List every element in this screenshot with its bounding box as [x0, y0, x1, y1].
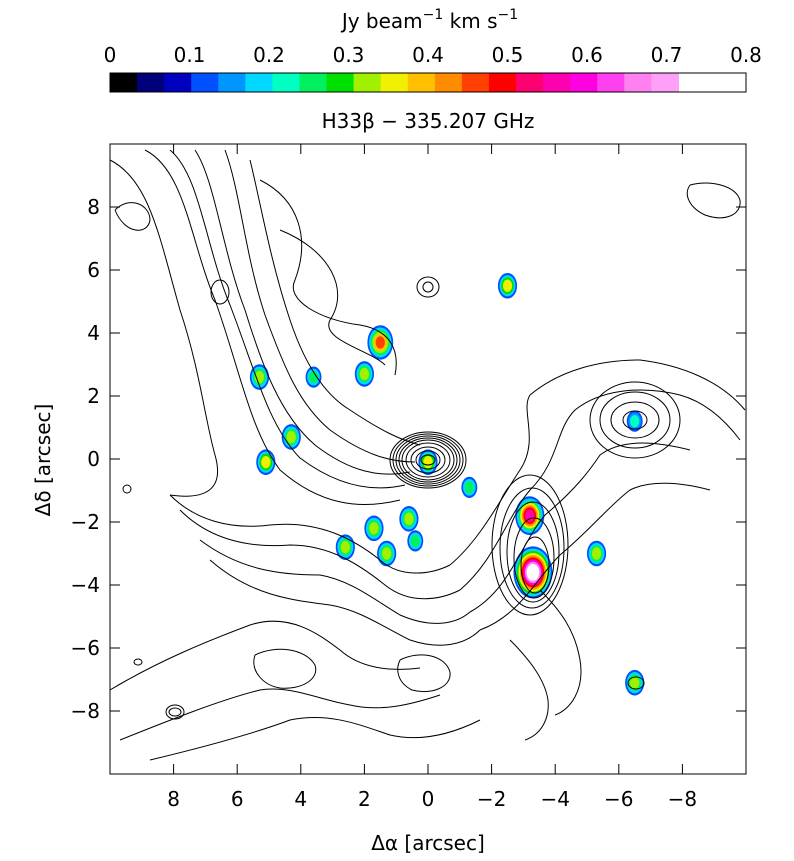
colorbar-swatch [407, 73, 436, 92]
colorbar-tick-label: 0.7 [651, 43, 683, 67]
colorbar-swatch [543, 73, 571, 92]
x-tick-label: −8 [668, 787, 697, 811]
x-axis-ticks: 8 6 4 2 0 −2 −4 −6 −8 [167, 144, 697, 811]
colorbar-swatch [218, 73, 246, 92]
colorbar-swatch [110, 73, 138, 92]
x-tick-label: 2 [358, 787, 371, 811]
emission-peak [261, 455, 271, 469]
colorbar-swatch [191, 73, 219, 92]
continuum-contours [109, 149, 746, 761]
x-tick-label: −4 [540, 787, 569, 811]
y-tick-label: 8 [87, 195, 100, 219]
emission-peak [308, 370, 319, 384]
colorbar-swatch [461, 73, 490, 92]
y-axis-ticks: 8 6 4 2 0 −2 −4 −6 −8 [71, 195, 746, 723]
colorbar-label: Jy beam−1 km s−1 [340, 7, 518, 33]
colorbar-swatch [624, 73, 652, 92]
colorbar-tick-label: 0.6 [571, 43, 603, 67]
y-tick-label: 6 [87, 258, 100, 282]
emission-peak [423, 455, 433, 469]
emission-peak [375, 336, 385, 349]
y-tick-label: 2 [87, 384, 100, 408]
x-tick-label: 6 [231, 787, 244, 811]
colorbar-swatch [597, 73, 625, 92]
x-tick-label: 0 [422, 787, 435, 811]
emission-peak [528, 566, 538, 579]
colorbar-swatch [570, 73, 598, 92]
colorbar-tick-label: 0.1 [174, 43, 206, 67]
emission-peak [404, 512, 414, 526]
x-tick-label: 8 [167, 787, 180, 811]
emission-peak [340, 541, 350, 554]
plot-area: 8 6 4 2 0 −2 −4 −6 −8 8 6 4 2 0 −2 −4 −6 −8 [71, 143, 747, 811]
emission-peak [359, 367, 370, 381]
colorbar-tick-label: 0.4 [412, 43, 444, 67]
x-tick-label: −2 [477, 787, 506, 811]
colorbar-swatch [245, 73, 274, 92]
chart-title: H33β − 335.207 GHz [322, 109, 535, 133]
x-tick-label: −6 [604, 787, 633, 811]
emission-peak [525, 509, 535, 522]
colorbar-tick-label: 0.5 [492, 43, 524, 67]
colorbar-tick-label: 0.2 [253, 43, 285, 67]
emission-peak [591, 547, 602, 560]
y-tick-label: −4 [71, 573, 100, 597]
x-tick-label: 4 [294, 787, 307, 811]
colorbar-frame [109, 72, 747, 93]
y-tick-label: −6 [71, 636, 100, 660]
emission-peak [502, 279, 513, 292]
colorbar-swatch [272, 73, 301, 92]
colorbar-tick-label: 0.8 [730, 43, 762, 67]
colorbar-swatch [380, 73, 409, 92]
emission-peak [630, 415, 640, 428]
y-axis-label: Δδ [arcsec] [31, 404, 55, 517]
emission-peak [464, 481, 474, 494]
colorbar-swatch [353, 73, 382, 92]
colorbar [109, 72, 747, 93]
colorbar-swatch [137, 73, 165, 92]
emission-peak [630, 676, 640, 689]
colorbar-swatch [488, 73, 517, 92]
colorbar-swatch [326, 73, 355, 92]
emission-peak [382, 547, 392, 560]
x-axis-label: Δα [arcsec] [371, 831, 485, 855]
colorbar-tick-labels: 0 0.1 0.2 0.3 0.4 0.5 0.6 0.7 0.8 [104, 43, 762, 67]
y-tick-label: −2 [71, 510, 100, 534]
y-tick-label: −8 [71, 699, 100, 723]
emission-peak [369, 522, 379, 535]
colorbar-swatch [299, 73, 328, 92]
colorbar-tick-label: 0.3 [333, 43, 365, 67]
colorbar-tick-label: 0 [104, 43, 117, 67]
y-tick-label: 4 [87, 321, 100, 345]
colorbar-swatch [164, 73, 192, 92]
emission-peak [286, 430, 296, 444]
colorbar-swatch [516, 73, 544, 92]
colorbar-swatch [651, 73, 680, 92]
colorbar-swatch [434, 73, 463, 92]
y-tick-label: 0 [87, 447, 100, 471]
emission-peak [410, 534, 420, 548]
